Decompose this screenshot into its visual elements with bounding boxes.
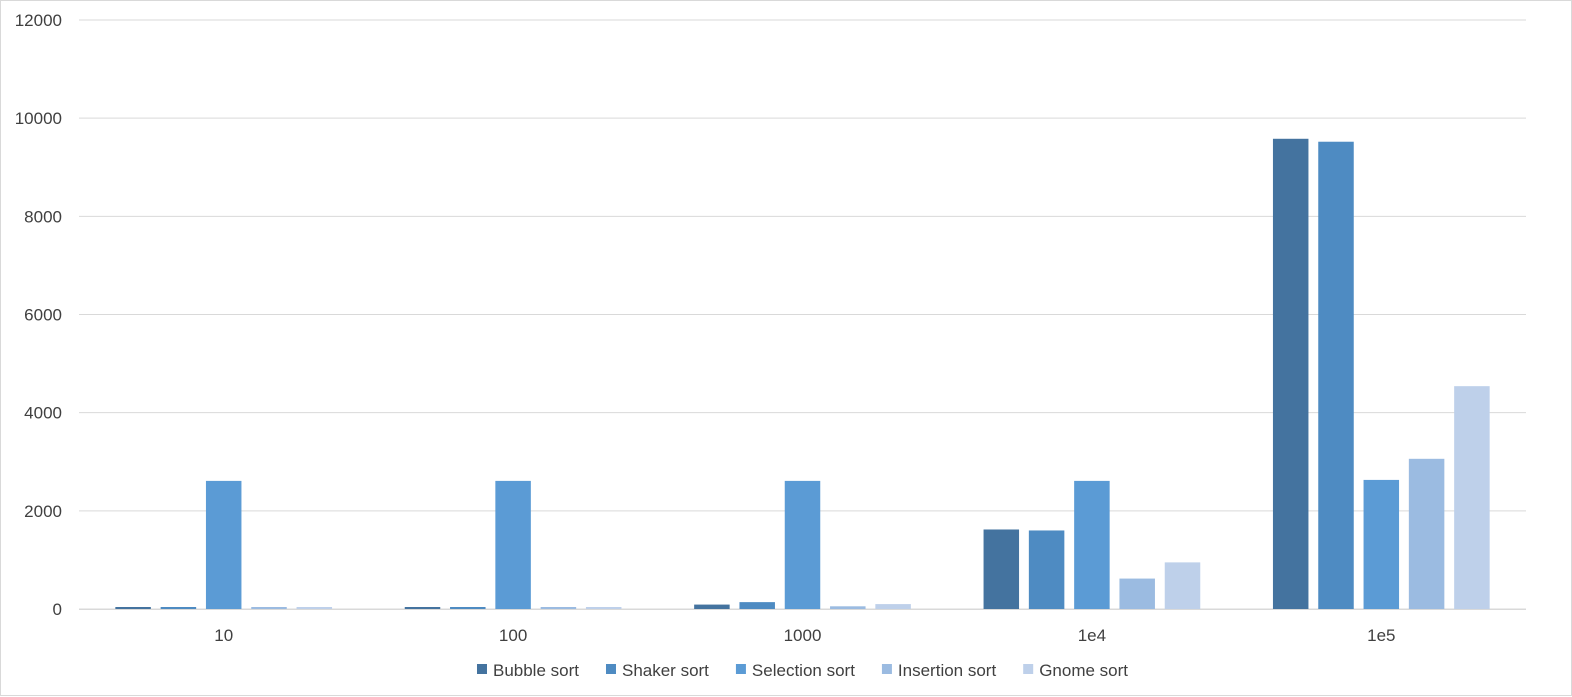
legend-label: Gnome sort (1039, 661, 1128, 680)
bar-gnome-sort-1000 (875, 604, 911, 609)
bar-bubble-sort-1e5 (1272, 138, 1309, 609)
bar-insertion-sort-10 (251, 607, 287, 609)
bar-gnome-sort-1e5 (1454, 386, 1490, 609)
legend-item-shaker-sort: Shaker sort (605, 661, 709, 680)
bar-shaker-sort-1e4 (1028, 530, 1065, 609)
y-tick-label: 10000 (15, 109, 62, 128)
bar-insertion-sort-100 (540, 607, 577, 609)
bar-bubble-sort-100 (404, 607, 441, 609)
bar-bubble-sort-10 (115, 607, 151, 609)
legend-label: Shaker sort (622, 661, 709, 680)
legend-item-bubble-sort: Bubble sort (476, 661, 579, 680)
bar-selection-sort-10 (205, 480, 242, 609)
legend-label: Selection sort (752, 661, 855, 680)
legend-label: Bubble sort (493, 661, 579, 680)
x-tick-label: 10 (214, 626, 233, 645)
bar-selection-sort-1e4 (1074, 480, 1110, 609)
y-tick-label: 4000 (24, 404, 62, 423)
bar-shaker-sort-1e5 (1318, 141, 1354, 609)
x-axis-tick-labels: 10 100 1000 1e4 1e5 (214, 626, 1395, 645)
legend-swatch (1023, 664, 1034, 674)
bar-selection-sort-100 (495, 480, 531, 609)
legend-item-selection-sort: Selection sort (735, 661, 855, 680)
y-tick-label: 12000 (15, 11, 62, 30)
bar-shaker-sort-100 (450, 607, 486, 609)
bar-gnome-sort-100 (585, 607, 622, 609)
y-axis-tick-labels: 0 2000 4000 6000 8000 10000 12000 (15, 11, 62, 619)
x-tick-label: 1e4 (1078, 626, 1106, 645)
bar-shaker-sort-1000 (739, 602, 775, 609)
bar-insertion-sort-1000 (830, 606, 866, 609)
legend: Bubble sort Shaker sort Selection sort Inse… (476, 661, 1128, 680)
legend-item-insertion-sort: Insertion sort (881, 661, 997, 680)
y-tick-label: 6000 (24, 306, 62, 325)
bar-selection-sort-1000 (784, 480, 821, 609)
bars (115, 138, 1490, 609)
bar-bubble-sort-1000 (694, 604, 730, 609)
legend-label: Insertion sort (898, 661, 997, 680)
legend-swatch (735, 664, 746, 674)
x-tick-label: 1000 (784, 626, 822, 645)
bar-insertion-sort-1e4 (1119, 578, 1155, 609)
bar-selection-sort-1e5 (1363, 479, 1400, 609)
legend-swatch (881, 664, 892, 674)
bar-gnome-sort-10 (296, 607, 333, 609)
legend-item-gnome-sort: Gnome sort (1023, 661, 1128, 680)
y-tick-label: 0 (53, 600, 62, 619)
legend-swatch (476, 664, 487, 674)
y-tick-label: 8000 (24, 207, 62, 226)
y-tick-label: 2000 (24, 502, 62, 521)
bar-gnome-sort-1e4 (1164, 562, 1201, 609)
x-tick-label: 1e5 (1367, 626, 1395, 645)
bar-bubble-sort-1e4 (983, 529, 1020, 609)
bar-shaker-sort-10 (160, 607, 197, 609)
x-tick-label: 100 (499, 626, 527, 645)
bar-insertion-sort-1e5 (1408, 458, 1445, 609)
legend-swatch (605, 664, 616, 674)
gridlines (79, 19, 1526, 610)
